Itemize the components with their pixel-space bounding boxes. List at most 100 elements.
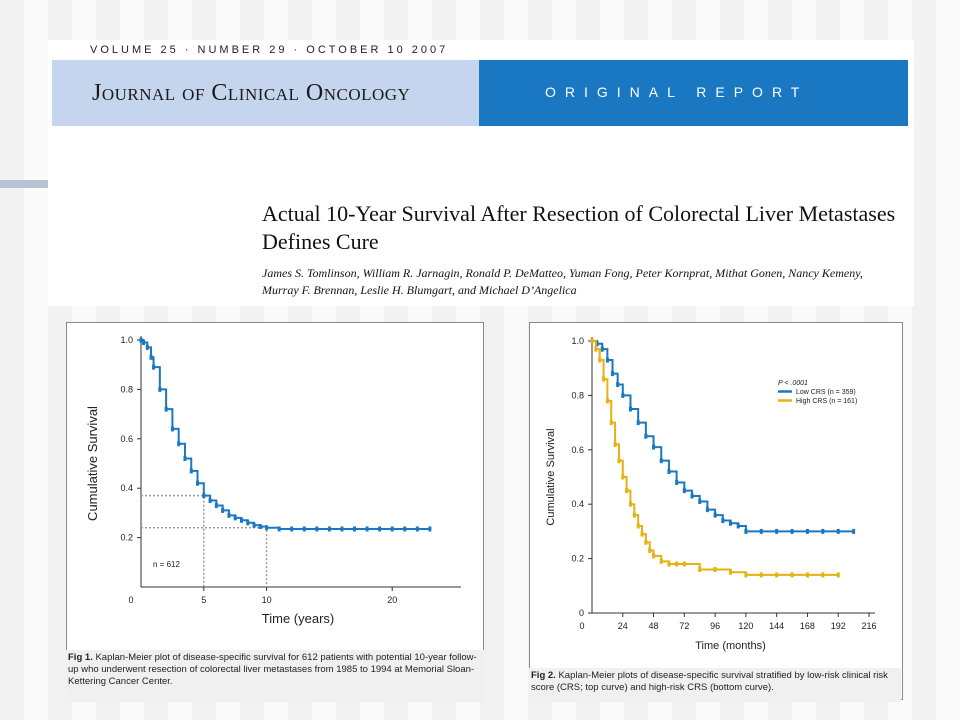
censor-mark — [628, 406, 632, 412]
sample-size-annotation: n = 612 — [153, 560, 180, 569]
censor-mark — [648, 547, 652, 553]
censor-mark — [378, 526, 382, 532]
legend-entry: Low CRS (n = 359) — [796, 389, 856, 396]
censor-mark — [698, 498, 702, 504]
censor-mark — [659, 458, 663, 464]
accent-bar — [0, 180, 48, 188]
censor-mark — [139, 337, 143, 343]
censor-mark — [640, 531, 644, 537]
censor-mark — [611, 371, 615, 377]
censor-mark — [690, 493, 694, 499]
censor-mark — [759, 572, 763, 578]
figure-2-caption: Fig 2. Kaplan-Meier plots of disease-spe… — [529, 668, 901, 702]
censor-mark — [775, 528, 779, 534]
censor-mark — [759, 528, 763, 534]
figure-1-chart: 1.0 0.8 0.6 0.4 0.2 0 5 10 20 Time (years) Cumulat… — [85, 335, 461, 626]
y-tick-label: 0 — [579, 608, 584, 618]
censor-mark — [189, 468, 193, 474]
censor-mark — [836, 572, 840, 578]
censor-mark — [258, 523, 262, 529]
y-axis-title: Cumulative Survival — [85, 406, 100, 521]
censor-mark — [682, 488, 686, 494]
censor-mark — [403, 526, 407, 532]
censor-mark — [628, 501, 632, 507]
censor-mark — [221, 507, 225, 513]
censor-mark — [713, 512, 717, 518]
censor-mark — [613, 441, 617, 447]
censor-mark — [214, 502, 218, 508]
x-tick-label: 192 — [831, 621, 846, 631]
censor-mark — [636, 523, 640, 529]
censor-mark — [721, 518, 725, 524]
censor-mark — [202, 493, 206, 499]
figure-2-caption-label: Fig 2. — [531, 670, 556, 681]
censor-mark — [208, 498, 212, 504]
censor-mark — [340, 526, 344, 532]
censor-mark — [682, 561, 686, 567]
censor-mark — [821, 528, 825, 534]
x-tick-label: 5 — [201, 595, 206, 605]
y-tick-label: 0.8 — [571, 390, 584, 400]
censor-mark — [602, 376, 606, 382]
x-tick-label: 10 — [262, 595, 272, 605]
censor-mark — [265, 525, 269, 531]
censor-mark — [659, 558, 663, 564]
censor-mark — [713, 566, 717, 572]
y-tick-label: 0.4 — [571, 499, 584, 509]
censor-mark — [164, 406, 168, 412]
x-tick-label: 144 — [769, 621, 784, 631]
x-tick-label: 24 — [618, 621, 628, 631]
censor-mark — [736, 523, 740, 529]
reference-line — [141, 494, 205, 587]
x-tick-label: 48 — [649, 621, 659, 631]
y-tick-label: 0.6 — [571, 445, 584, 455]
x-tick-label: 0 — [579, 621, 584, 631]
censor-mark — [667, 469, 671, 475]
y-tick-label: 0.4 — [120, 483, 133, 493]
figure-2-caption-text: Kaplan-Meier plots of disease-specific s… — [531, 670, 888, 693]
censor-mark — [790, 528, 794, 534]
censor-mark — [227, 512, 231, 518]
censor-mark — [729, 520, 732, 526]
y-axis-title: Cumulative Survival — [545, 428, 557, 525]
figure-2-panel: 1.0 0.8 0.6 0.4 0.2 0 0 24 48 72 96 120 144 168 192 216… — [529, 322, 903, 700]
censor-mark — [149, 354, 153, 360]
y-tick-label: 0.6 — [120, 434, 133, 444]
censor-mark — [790, 572, 794, 578]
censor-mark — [667, 561, 671, 567]
x-tick-label: 96 — [710, 621, 720, 631]
censor-mark — [327, 526, 331, 532]
x-tick-label: 168 — [800, 621, 815, 631]
x-tick-label: 120 — [738, 621, 753, 631]
figure-1-caption-text: Kaplan-Meier plot of disease-specific su… — [68, 652, 477, 687]
y-tick-label: 0.2 — [120, 533, 133, 543]
censor-mark — [315, 526, 319, 532]
censor-mark — [636, 420, 640, 426]
censor-mark — [170, 426, 174, 432]
article-authors: James S. Tomlinson, William R. Jarnagin,… — [262, 266, 863, 297]
censor-mark — [145, 344, 149, 350]
survival-curve-1 — [592, 340, 854, 533]
censor-mark — [805, 572, 809, 578]
censor-mark — [652, 444, 656, 450]
censor-mark — [302, 526, 306, 532]
censor-mark — [595, 341, 599, 347]
censor-mark — [632, 512, 636, 518]
censor-mark — [805, 528, 809, 534]
figure-1-caption: Fig 1. Kaplan-Meier plot of disease-spec… — [66, 650, 484, 702]
censor-mark — [365, 526, 369, 532]
censor-mark — [158, 386, 162, 392]
censor-mark — [594, 346, 598, 352]
figure-2-chart: 1.0 0.8 0.6 0.4 0.2 0 0 24 48 72 96 120 144 168 192 216… — [545, 336, 877, 652]
censor-mark — [239, 517, 243, 523]
censor-mark — [616, 382, 620, 388]
journal-banner: Journal of Clinical Oncology — [52, 60, 479, 126]
legend-entry: High CRS (n = 161) — [796, 398, 857, 405]
x-tick-label: 216 — [861, 621, 876, 631]
survival-curve-2 — [592, 340, 839, 576]
figure-1-panel: 1.0 0.8 0.6 0.4 0.2 0 5 10 20 Time (years) Cumulat… — [66, 322, 484, 700]
censor-mark — [415, 526, 419, 532]
censor-mark — [598, 357, 602, 363]
censor-mark — [644, 539, 648, 545]
censor-mark — [821, 572, 825, 578]
